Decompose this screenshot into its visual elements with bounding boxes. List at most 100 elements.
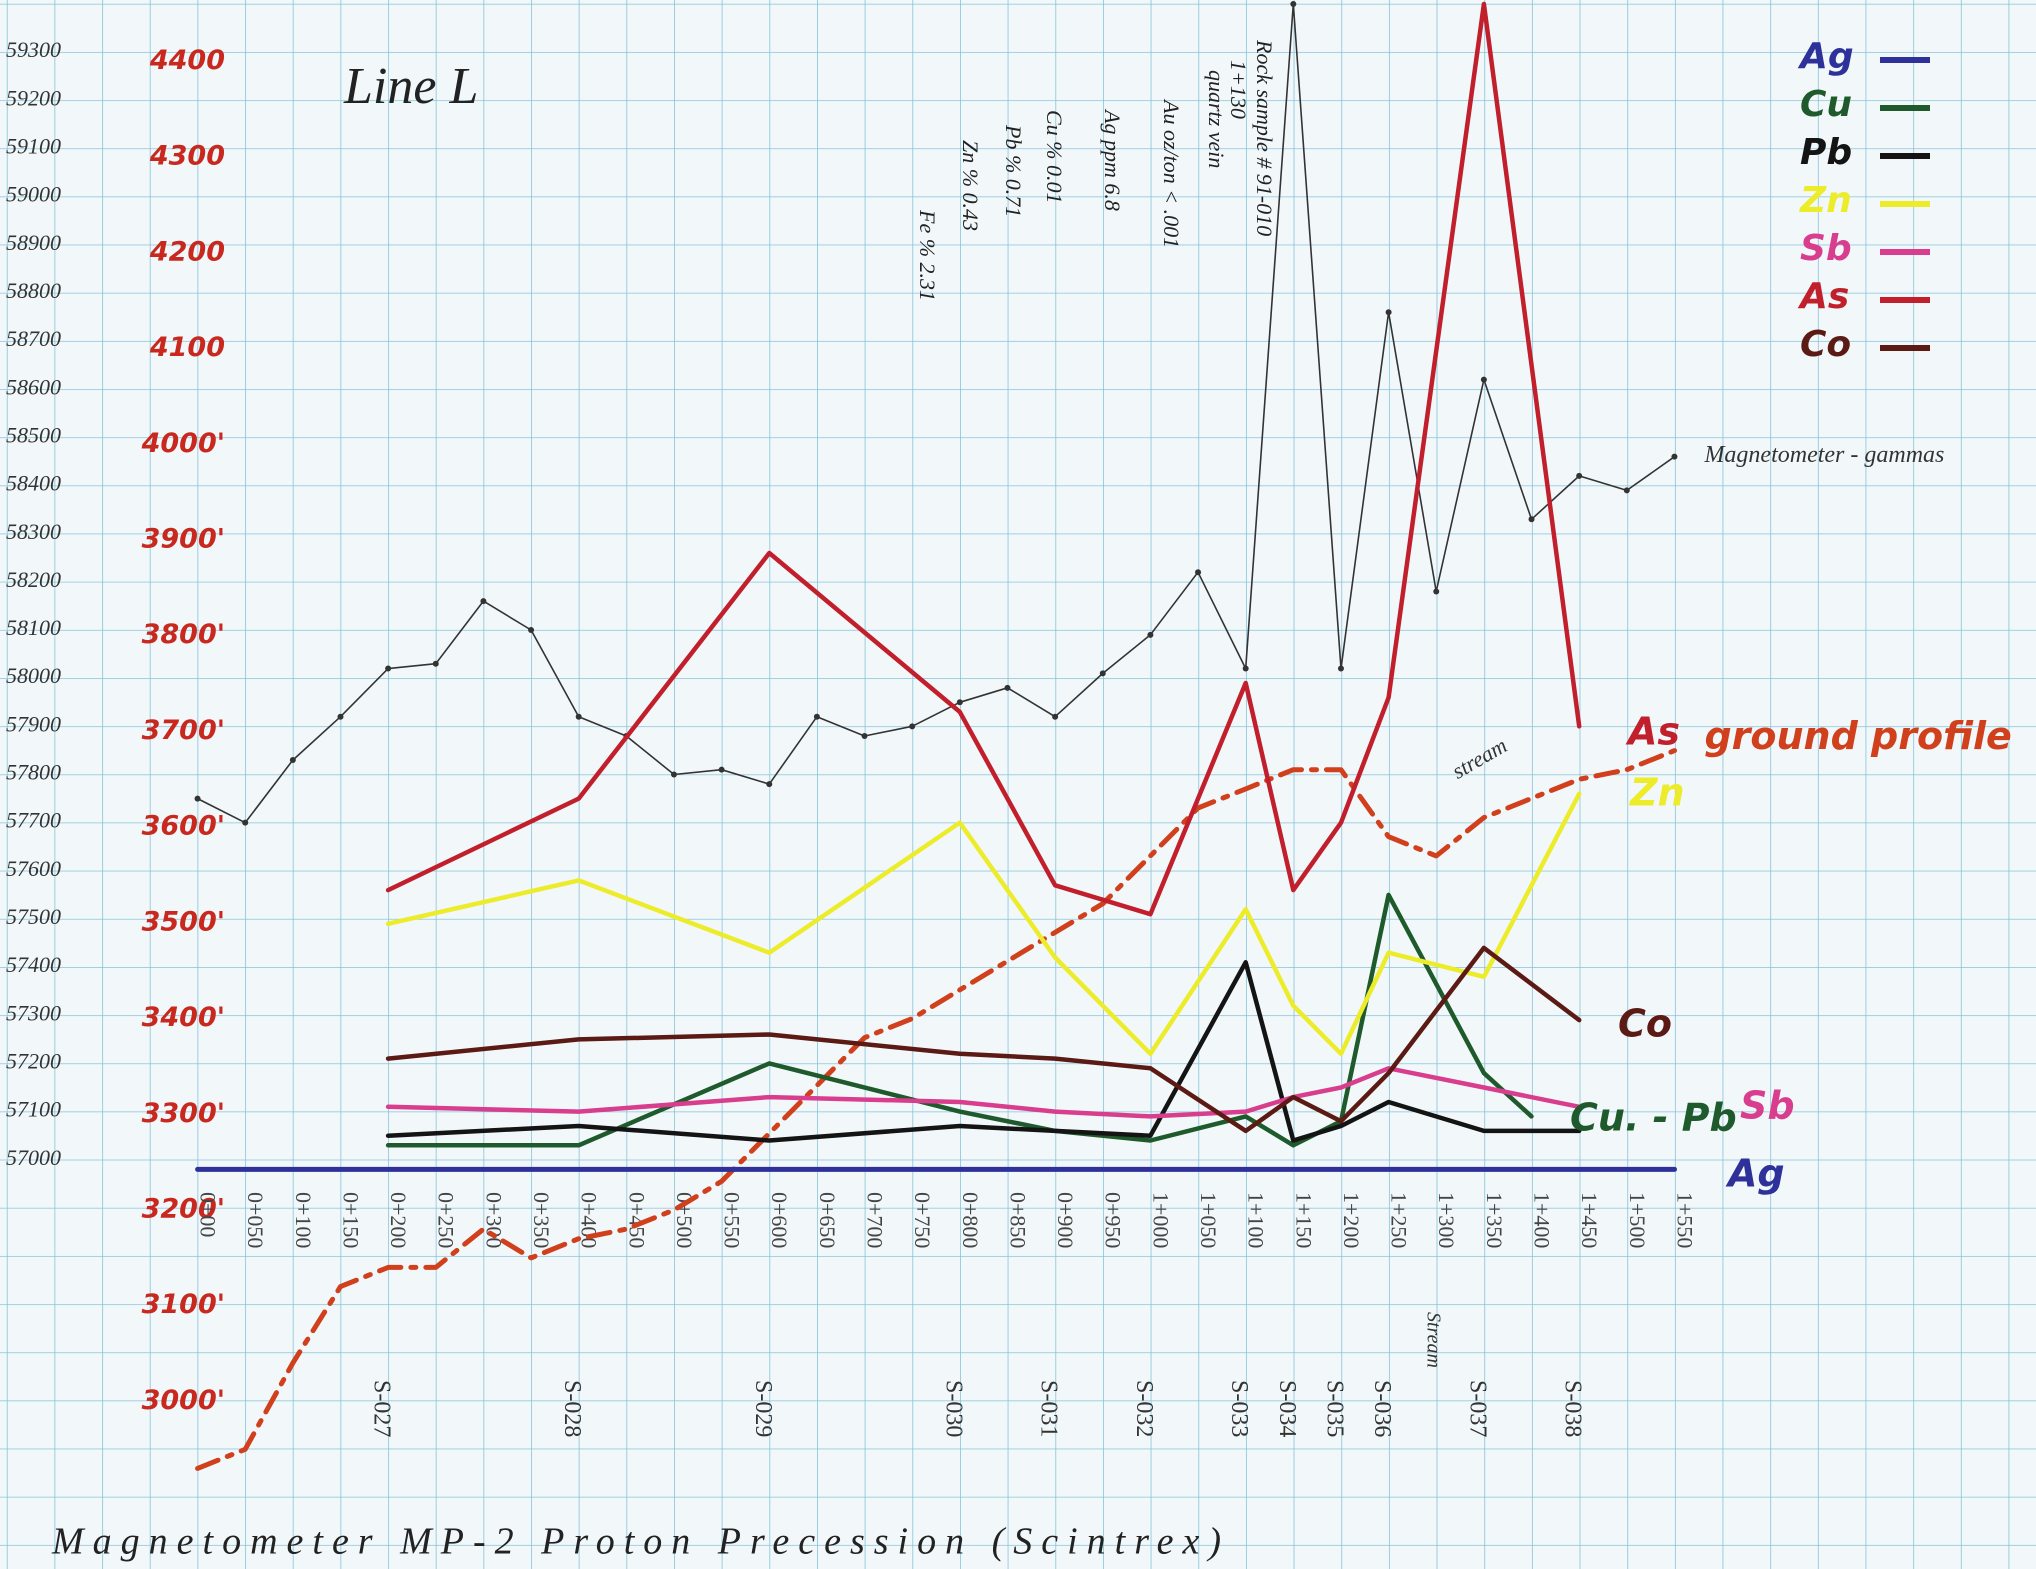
x-tick-label: 0+700	[863, 1192, 888, 1248]
x-tick-label: 0+650	[815, 1192, 840, 1248]
y2-tick-label: 4100	[149, 332, 225, 363]
x-tick-label: 1+000	[1148, 1192, 1173, 1248]
y-tick-label: 58400	[6, 471, 61, 496]
point	[337, 713, 344, 720]
sample-label: S-031	[1036, 1380, 1062, 1437]
x-tick-label: 0+250	[434, 1192, 459, 1248]
note: Zn % 0.43	[958, 140, 983, 231]
y-tick-label: 57000	[6, 1145, 61, 1170]
sample-label: S-030	[940, 1380, 966, 1437]
y-tick-label: 59300	[6, 37, 61, 62]
x-tick-label: 0+750	[910, 1192, 935, 1248]
y-tick-label: 58100	[6, 615, 61, 640]
y-tick-label: 58800	[6, 278, 61, 303]
legend-label: Co	[1800, 324, 1851, 365]
y-tick-label: 58200	[6, 567, 61, 592]
y2-tick-label: 3800'	[142, 619, 225, 650]
y2-tick-label: 3200'	[142, 1194, 225, 1225]
y-tick-label: 57500	[6, 904, 61, 929]
sample-label: S-037	[1464, 1380, 1490, 1437]
point	[289, 757, 296, 764]
x-tick-label: 0+00	[196, 1192, 221, 1237]
x-tick-label: 0+050	[243, 1192, 268, 1248]
note: Fe % 2.31	[915, 209, 940, 301]
y-tick-label: 58300	[6, 519, 61, 544]
x-tick-label: 1+100	[1244, 1192, 1269, 1248]
y2-tick-label: 3700'	[142, 715, 225, 746]
sample-label: S-029	[750, 1380, 776, 1437]
y-tick-label: 57900	[6, 711, 61, 736]
y-tick-label: 57600	[6, 856, 61, 881]
y2-tick-label: 3400'	[142, 1002, 225, 1033]
x-tick-label: 1+300	[1434, 1192, 1459, 1248]
y2-tick-label: 3600'	[142, 811, 225, 842]
series-end-label: Magnetometer - gammas	[1703, 442, 1944, 468]
note: Ag ppm 6.8	[1100, 108, 1125, 211]
sample-label: S-033	[1226, 1380, 1252, 1437]
series-line	[385, 960, 1582, 1143]
point	[1671, 453, 1678, 460]
point	[1242, 665, 1249, 672]
chart-title: Line L	[343, 58, 478, 115]
y-tick-label: 57700	[6, 808, 61, 833]
legend-label: As	[1797, 276, 1849, 317]
x-tick-label: 0+800	[958, 1192, 983, 1248]
legend-label: Zn	[1799, 180, 1852, 221]
series-line	[195, 748, 1677, 1471]
sample-label: S-027	[369, 1380, 395, 1437]
y-tick-label: 58700	[6, 326, 61, 351]
series-line	[385, 1066, 1582, 1119]
point	[1052, 713, 1059, 720]
y-tick-label: 59100	[6, 134, 61, 159]
point	[956, 699, 963, 706]
point	[1004, 684, 1011, 691]
x-tick-label: 0+200	[386, 1192, 411, 1248]
y-tick-label: 58000	[6, 663, 61, 688]
point	[385, 665, 392, 672]
legend-label: Pb	[1800, 132, 1852, 173]
y-tick-label: 59000	[6, 182, 61, 207]
y2-tick-label: 3500'	[142, 906, 225, 937]
caption: Magnetometer MP-2 Proton Precession (Sci…	[51, 1521, 1230, 1563]
sample-label: S-038	[1560, 1380, 1586, 1437]
x-tick-label: 1+200	[1339, 1192, 1364, 1248]
sample-label: S-036	[1369, 1380, 1395, 1437]
x-tick-label: 1+550	[1672, 1192, 1697, 1248]
point	[1623, 487, 1630, 494]
legend-label: Sb	[1800, 228, 1852, 269]
y2-tick-label: 3300'	[142, 1098, 225, 1129]
x-tick-label: 0+600	[767, 1192, 792, 1248]
sample-label: S-028	[559, 1380, 585, 1437]
point	[909, 723, 916, 730]
point	[1099, 670, 1106, 677]
point	[194, 795, 201, 802]
x-tick-label: 1+450	[1577, 1192, 1602, 1248]
series-line	[385, 892, 1534, 1148]
legend-label: Cu	[1800, 84, 1852, 125]
y2-tick-label: 4000'	[141, 428, 225, 459]
x-tick-label: 0+350	[529, 1192, 554, 1248]
point	[432, 660, 439, 667]
point	[1433, 588, 1440, 595]
point	[1290, 1, 1297, 7]
x-tick-label: 0+850	[1005, 1192, 1030, 1248]
series-label: Ag	[1725, 1152, 1785, 1196]
point	[242, 819, 249, 826]
annotation: Cu. - Pb	[1570, 1096, 1737, 1140]
y-tick-label: 59200	[6, 85, 61, 110]
note: quartz vein	[1204, 70, 1229, 168]
x-tick-label: 1+050	[1196, 1192, 1221, 1248]
x-tick-label: 0+950	[1101, 1192, 1126, 1248]
point	[766, 781, 773, 788]
point	[861, 732, 868, 739]
series-label: Co	[1618, 1002, 1672, 1046]
series-end-label: ground profile	[1704, 714, 2011, 758]
series-label: As	[1625, 710, 1680, 754]
y2-tick-label: 3100'	[142, 1289, 225, 1320]
x-tick-label: 1+350	[1482, 1192, 1507, 1248]
x-tick-label: 1+250	[1387, 1192, 1412, 1248]
plot-layer: 57000 57100 57200 57300 57400 57500 57600 57700…	[6, 1, 2012, 1471]
y-tick-label: 57300	[6, 1000, 61, 1025]
x-tick-label: 1+150	[1291, 1192, 1316, 1248]
